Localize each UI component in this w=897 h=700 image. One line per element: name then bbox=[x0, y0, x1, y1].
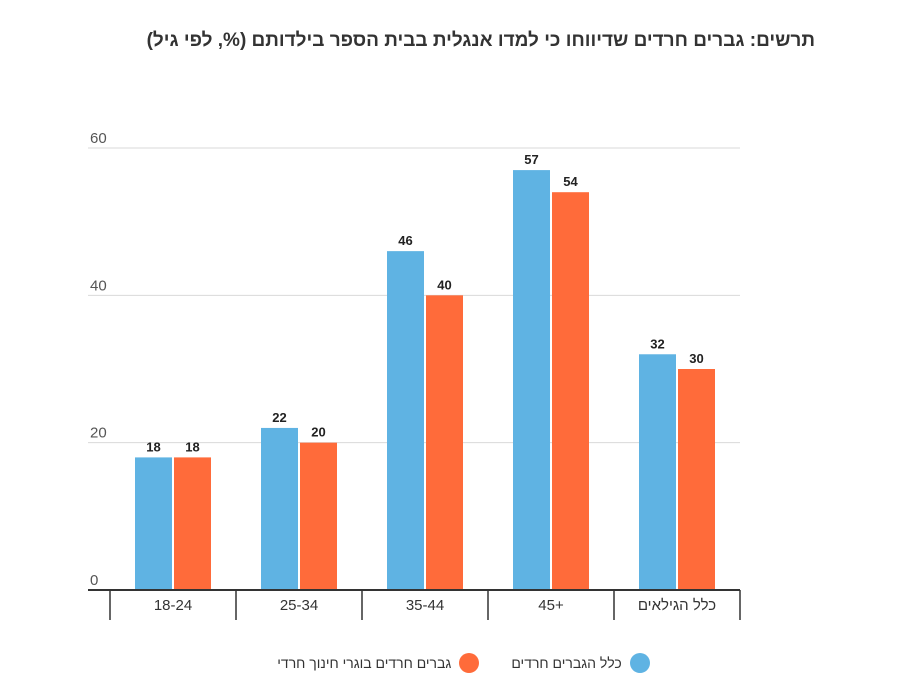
value-label-s2-c4: 54 bbox=[563, 174, 578, 189]
value-label-s1-c5: 32 bbox=[650, 336, 664, 351]
y-tick-label-40: 40 bbox=[90, 277, 107, 294]
y-axis-tick-labels: 0 20 40 60 bbox=[90, 130, 107, 589]
legend-item-series-2[interactable]: גברים חרדים בוגרי חינוך חרדי bbox=[277, 653, 480, 673]
legend: כלל הגברים חרדים גברים חרדים בוגרי חינוך… bbox=[0, 648, 897, 678]
value-label-s1-c4: 57 bbox=[524, 152, 538, 167]
legend-item-series-1[interactable]: כלל הגברים חרדים bbox=[511, 653, 650, 673]
value-label-s1-c2: 22 bbox=[272, 410, 286, 425]
x-axis bbox=[88, 589, 741, 620]
value-label-s1-c3: 46 bbox=[398, 233, 412, 248]
legend-swatch-series-1 bbox=[629, 653, 650, 673]
x-tick-label-4: 45+ bbox=[538, 597, 564, 614]
x-tick-label-3: 35-44 bbox=[406, 597, 444, 614]
bar-s2-c3[interactable] bbox=[426, 295, 463, 590]
y-tick-label-20: 20 bbox=[90, 425, 107, 442]
value-label-s2-c3: 40 bbox=[437, 277, 451, 292]
legend-label-series-2: גברים חרדים בוגרי חינוך חרדי bbox=[277, 655, 452, 671]
x-tick-label-1: 18-24 bbox=[154, 597, 192, 614]
chart-title: תרשים: גברים חרדים שדיווחו כי למדו אנגלי… bbox=[146, 30, 815, 51]
bar-s1-c3[interactable] bbox=[387, 251, 424, 590]
legend-swatch-series-2 bbox=[459, 653, 480, 673]
bar-s2-c1[interactable] bbox=[174, 457, 211, 590]
bar-s1-c1[interactable] bbox=[135, 457, 172, 590]
value-label-s1-c1: 18 bbox=[146, 439, 160, 454]
y-tick-label-60: 60 bbox=[90, 130, 107, 147]
bar-s2-c5[interactable] bbox=[678, 369, 715, 590]
value-label-s2-c1: 18 bbox=[185, 439, 199, 454]
value-label-s2-c5: 30 bbox=[689, 351, 703, 366]
y-tick-label-0: 0 bbox=[90, 572, 98, 589]
x-tick-label-5: כלל הגילאים bbox=[638, 597, 716, 614]
x-axis-tick-labels: 18-24 25-34 35-44 45+ כלל הגילאים bbox=[154, 597, 716, 614]
legend-label-series-1: כלל הגברים חרדים bbox=[511, 655, 622, 671]
bars bbox=[135, 170, 715, 590]
bar-s2-c2[interactable] bbox=[300, 442, 337, 590]
bar-chart: 0 20 40 60 18 18 22 20 46 40 57 54 32 30 18-24 25-34 3… bbox=[88, 130, 741, 620]
bar-s1-c4[interactable] bbox=[513, 170, 550, 590]
value-label-s2-c2: 20 bbox=[311, 425, 325, 440]
bar-s1-c5[interactable] bbox=[639, 354, 676, 590]
bar-s2-c4[interactable] bbox=[552, 192, 589, 590]
value-labels: 18 18 22 20 46 40 57 54 32 30 bbox=[146, 152, 703, 454]
bar-s1-c2[interactable] bbox=[261, 427, 298, 590]
x-tick-label-2: 25-34 bbox=[280, 597, 318, 614]
